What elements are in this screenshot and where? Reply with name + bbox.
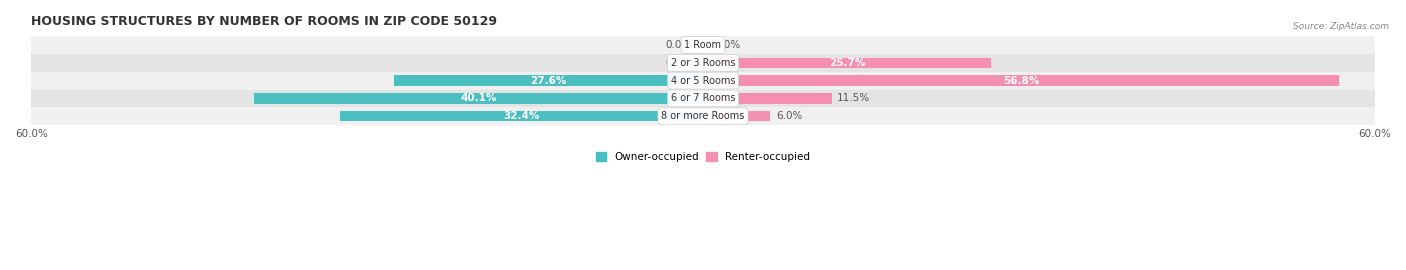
Text: 2 or 3 Rooms: 2 or 3 Rooms	[671, 58, 735, 68]
Text: 0.0%: 0.0%	[714, 40, 741, 50]
Bar	[703, 93, 832, 104]
Text: 27.6%: 27.6%	[530, 76, 567, 86]
Text: 25.7%: 25.7%	[828, 58, 865, 68]
Bar	[31, 72, 1375, 89]
Text: 0.0%: 0.0%	[665, 58, 692, 68]
Bar	[254, 93, 703, 104]
Legend: Owner-occupied, Renter-occupied: Owner-occupied, Renter-occupied	[592, 148, 814, 166]
Bar	[31, 36, 1375, 54]
Text: 8 or more Rooms: 8 or more Rooms	[661, 111, 745, 121]
Bar	[31, 107, 1375, 125]
Bar	[340, 111, 703, 121]
Bar	[703, 111, 770, 121]
Text: 56.8%: 56.8%	[1002, 76, 1039, 86]
Text: Source: ZipAtlas.com: Source: ZipAtlas.com	[1294, 22, 1389, 31]
Text: 6 or 7 Rooms: 6 or 7 Rooms	[671, 93, 735, 103]
Bar	[703, 75, 1339, 86]
Text: 11.5%: 11.5%	[838, 93, 870, 103]
Bar	[703, 58, 991, 68]
Text: 6.0%: 6.0%	[776, 111, 803, 121]
Text: 4 or 5 Rooms: 4 or 5 Rooms	[671, 76, 735, 86]
Bar	[31, 54, 1375, 72]
Text: 1 Room: 1 Room	[685, 40, 721, 50]
Text: HOUSING STRUCTURES BY NUMBER OF ROOMS IN ZIP CODE 50129: HOUSING STRUCTURES BY NUMBER OF ROOMS IN…	[31, 15, 498, 28]
Bar	[394, 75, 703, 86]
Text: 40.1%: 40.1%	[460, 93, 496, 103]
Text: 0.0%: 0.0%	[665, 40, 692, 50]
Bar	[31, 89, 1375, 107]
Text: 32.4%: 32.4%	[503, 111, 540, 121]
